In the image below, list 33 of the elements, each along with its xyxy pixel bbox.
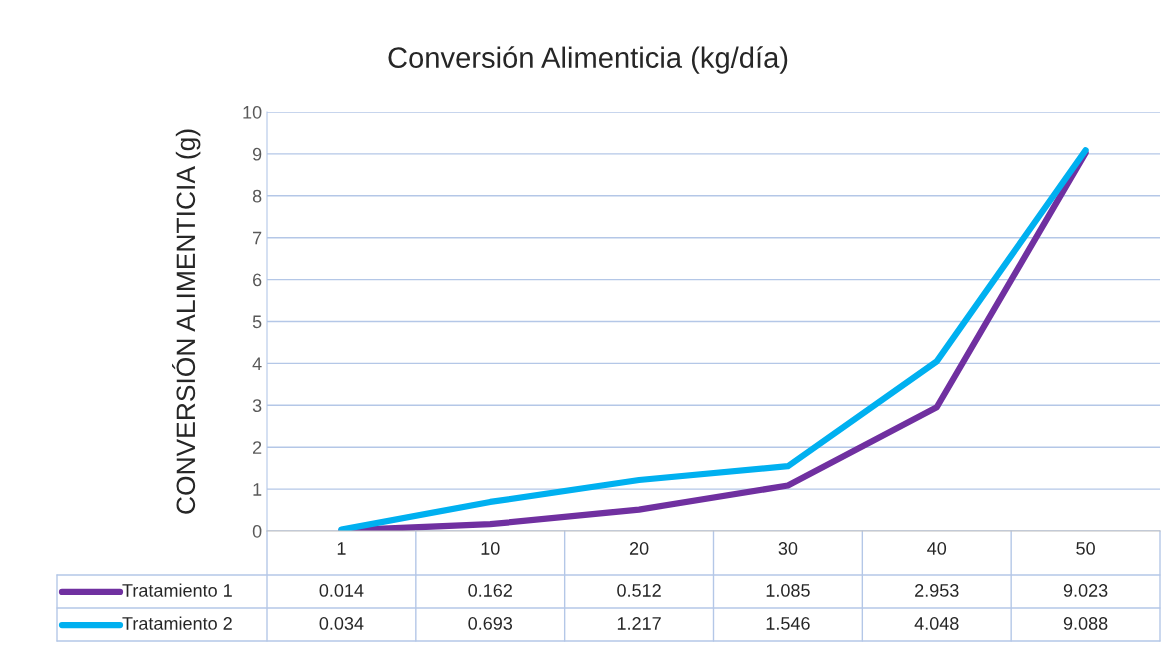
y-tick-label: 9: [252, 147, 262, 161]
x-tick-label: 30: [778, 542, 798, 555]
y-tick-label: 1: [253, 483, 262, 496]
y-tick-label: 2: [253, 441, 262, 454]
data-label: 0.034: [319, 617, 364, 630]
y-tick-label: 0: [252, 524, 262, 538]
data-label: 1.546: [766, 617, 810, 630]
legend-label: Tratamiento 2: [122, 616, 232, 630]
chart-title: Conversión Alimenticia (kg/día): [388, 46, 788, 74]
x-tick-label: 10: [481, 542, 500, 555]
data-label: 4.048: [914, 617, 959, 630]
y-tick-label: 8: [252, 189, 262, 203]
y-tick-label: 6: [253, 273, 262, 287]
data-label: 0.512: [617, 584, 661, 597]
data-label: 1.217: [617, 617, 661, 630]
data-label: 2.953: [915, 584, 959, 597]
x-tick-label: 1: [337, 542, 346, 555]
legend-label: Tratamiento 1: [122, 583, 232, 597]
y-tick-label: 5: [252, 315, 262, 329]
data-label: 1.085: [766, 584, 810, 597]
data-label: 0.014: [319, 584, 364, 597]
y-axis-title: CONVERSIÓN ALIMENTICIA (g): [172, 129, 201, 514]
data-label: 0.162: [468, 584, 512, 597]
data-label: 9.088: [1063, 617, 1108, 630]
x-tick-label: 50: [1076, 542, 1095, 555]
y-tick-label: 7: [253, 231, 262, 245]
x-tick-label: 20: [629, 542, 649, 555]
x-tick-label: 40: [927, 542, 947, 555]
data-label: 9.023: [1063, 584, 1108, 597]
y-tick-label: 4: [252, 357, 262, 370]
y-tick-label: 3: [252, 399, 262, 413]
data-label: 0.693: [468, 617, 513, 630]
y-tick-label: 10: [243, 105, 262, 119]
